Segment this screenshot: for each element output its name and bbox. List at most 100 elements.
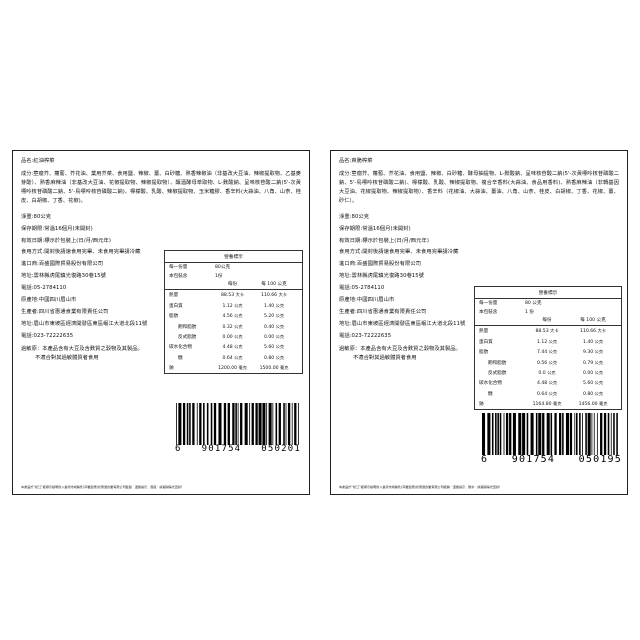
nutrient-name: 蛋白質 (479, 339, 493, 345)
nutrition-row: 蛋白質 1.12 公克 1.40 公克 (475, 337, 621, 347)
column-per-serving: 每份 (542, 318, 552, 324)
nutrient-per-100g: 0.40 公克 (263, 323, 285, 330)
info-line: 生產者:四川省惠通食業有限責任公司 (21, 309, 109, 316)
nutrient-per-serving: 4.48 公克 (536, 380, 558, 387)
nutrient-per-serving: 1164.80 毫克 (532, 401, 562, 408)
nutrition-row: 蛋白質 1.12 公克 1.40 公克 (165, 301, 302, 311)
nutrient-name: 反式脂肪 (178, 334, 197, 340)
nutrient-name: 鈉 (169, 366, 174, 372)
nutrition-row: 糖 0.64 公克 0.80 公克 (165, 353, 302, 363)
servings-value: 1份 (215, 273, 223, 279)
info-line: 地址:眉山市東坡區經濟開發區東區岷江大道北段11號 (339, 320, 466, 327)
nutrition-title: 營養標示 (165, 251, 302, 263)
serving-size-value: 80公克 (215, 265, 231, 271)
allergen-note: 不適合對其過敏體質者食用 (353, 355, 417, 361)
info-line: 地址:雲林縣虎尾鎮光復路30巷15號 (339, 273, 425, 280)
barcode-group-left: 901754 (511, 454, 556, 465)
info-line: 地址:眉山市東坡區經濟開發區東區岷江大道北段11號 (21, 320, 148, 327)
nutrient-name: 鈉 (479, 402, 484, 408)
nutrition-row: 飽和脂肪 0.32 公克 0.40 公克 (165, 321, 302, 331)
product-name: 品名:紅油榨菜 (21, 158, 55, 164)
nutrient-name: 熱量 (479, 329, 489, 335)
nutrient-per-100g: 0.80 公克 (263, 354, 285, 361)
servings-value: 1 份 (525, 309, 534, 315)
product-info-list: 淨重:80公克 保存期限:常溫16個月(未開封) 有效日期:標示於包裝上(日/月/西… (339, 212, 489, 343)
allergen-statement: 過敏原：本產品含有大豆及含麩質之穀物及其製品。不適合對其過敏體質者食用 (339, 345, 514, 364)
nutrient-per-100g: 5.60 公克 (263, 344, 285, 351)
nutrient-per-100g: 5.20 公克 (263, 313, 285, 320)
nutrient-per-serving: 0.32 公克 (222, 323, 243, 330)
product-info-list: 淨重:80公克保存期限:常溫16個月(未開封) 有效日期:標示於包裝上(日/月/西… (21, 212, 179, 343)
allergen-label: 過敏原：本產品含有大豆及含麩質之穀物及其製品。 (339, 345, 461, 352)
nutrient-per-serving: 1200.00 毫克 (218, 365, 247, 372)
allergen-note: 不適合對其過敏體質者食用 (35, 355, 99, 361)
product-label-panel: 品名:紅油榨菜 成分:莖瘤芥、蘿蔔、芥花油、業用芥菜、食用鹽、辣椒、薑、白砂糖、熟… (12, 150, 310, 495)
serving-size-row: 每一份量 80公克 (165, 263, 302, 271)
barcode-lead-digit: 6 (481, 454, 489, 465)
column-spacer (169, 281, 215, 287)
nutrient-per-serving: 0.00 公克 (222, 333, 243, 340)
nutrient-per-100g: 5.60 公克 (582, 380, 604, 387)
allergen-label: 過敏原：本產品含有大豆及含麩質之穀物及其製品。 (21, 345, 143, 352)
nutrient-per-100g: 110.66 大卡 (261, 292, 287, 299)
info-line: 有效日期:標示於包裝上(日/月/西元年) (21, 237, 111, 244)
serving-size-value: 80 公克 (525, 301, 542, 307)
info-line: 電話:05-2784110 (339, 285, 385, 292)
info-line: 保存期限:常溫16個月(未開封) (21, 225, 93, 232)
nutrient-name: 碳水化合物 (169, 345, 192, 351)
nutrition-row: 糖 0.64 公克 0.80 公克 (475, 389, 621, 399)
nutrition-title: 營養標示 (475, 287, 621, 299)
nutrition-facts-table: 營養標示每一份量 80 公克本包裝含 1 份每份 每 100 公克熱量 88.53 大卡… (474, 286, 622, 411)
column-spacer (479, 317, 525, 323)
nutrition-row: 反式脂肪 0.0 公克 0.00 公克 (475, 368, 621, 378)
nutrition-row: 熱量 88.53 大卡 110.66 大卡 (475, 326, 621, 336)
nutrient-per-serving: 1.12 公克 (536, 338, 558, 345)
nutrient-per-serving: 88.53 大卡 (220, 292, 244, 299)
nutrient-per-100g: 0.79 公克 (582, 359, 604, 366)
nutrition-row: 飽和脂肪 0.56 公克 0.79 公克 (475, 357, 621, 367)
nutrient-name: 脂肪 (169, 314, 179, 320)
info-line: 電話:023-72222635 (21, 332, 74, 339)
nutrient-per-100g: 1.40 公克 (263, 302, 285, 309)
barcode-group-right: 050195 (578, 454, 622, 465)
column-per-100g: 每 100 公克 (580, 318, 606, 324)
serving-size-label: 每一份量 (479, 301, 498, 307)
ingredients-text: 成分:莖瘤芥、蘿蔔、芥花油、食用鹽、辣椒、白砂糖、酵母抽提物、L-麩酸鈉、呈味核… (339, 171, 619, 204)
info-line: 有效日期:標示於包裝上(日/月/西元年) (339, 237, 429, 244)
barcode: 6 901754 050201 (173, 403, 303, 454)
nutrient-name: 反式脂肪 (488, 370, 507, 376)
servings-label: 本包裝含 (479, 309, 498, 315)
allergen-statement: 過敏原：本產品含有大豆及含麩質之穀物及其製品。不適合對其過敏體質者食用 (21, 345, 196, 364)
barcode-group-right: 050201 (261, 444, 301, 454)
serving-size-label: 每一份量 (169, 265, 188, 271)
nutrient-per-serving: 7.44 公克 (536, 349, 558, 356)
barcode-digits: 6 901754 050195 (479, 454, 624, 465)
nutrition-row: 脂肪 4.56 公克 5.20 公克 (165, 311, 302, 321)
nutrient-per-serving: 1.12 公克 (222, 302, 243, 309)
servings-per-pack-row: 本包裝含 1 份 (475, 307, 621, 315)
barcode-lead-digit: 6 (175, 444, 182, 454)
nutrient-name: 蛋白質 (169, 303, 183, 309)
nutrient-per-100g: 0.80 公克 (582, 390, 604, 397)
serving-size-row: 每一份量 80 公克 (475, 299, 621, 307)
servings-per-pack-row: 本包裝含 1份 (165, 271, 302, 279)
nutrient-per-100g: 1456.00 毫克 (578, 401, 608, 408)
nutrient-per-100g: 1500.00 毫克 (259, 365, 289, 372)
nutrient-name: 脂肪 (479, 350, 489, 356)
nutrient-per-serving: 0.64 公克 (222, 354, 243, 361)
info-line: 電話:05-2784110 (21, 285, 67, 292)
barcode: 6 901754 050195 (479, 413, 624, 465)
nutrient-per-serving: 0.64 公克 (536, 390, 558, 397)
nutrition-row: 鈉 1200.00 毫克 1500.00 毫克 (165, 363, 302, 373)
column-per-serving: 每份 (227, 282, 238, 288)
nutrient-per-100g: 1.40 公克 (582, 338, 604, 345)
servings-label: 本包裝含 (169, 273, 188, 279)
info-line: 電話:023-72222635 (339, 332, 392, 339)
info-line: 食用方式:開封後請速食用完畢、未食用完畢請冷藏 (21, 249, 141, 256)
info-line: 淨重:80公克 (21, 213, 52, 220)
info-line: 生產者:四川省惠通食業有限責任公司 (339, 309, 427, 316)
nutrient-name: 糖 (488, 391, 493, 397)
nutrition-column-header: 每份 每 100 公克 (475, 316, 621, 327)
info-line: 進口商:百盛國際貿易股份有限公司 (339, 261, 422, 268)
